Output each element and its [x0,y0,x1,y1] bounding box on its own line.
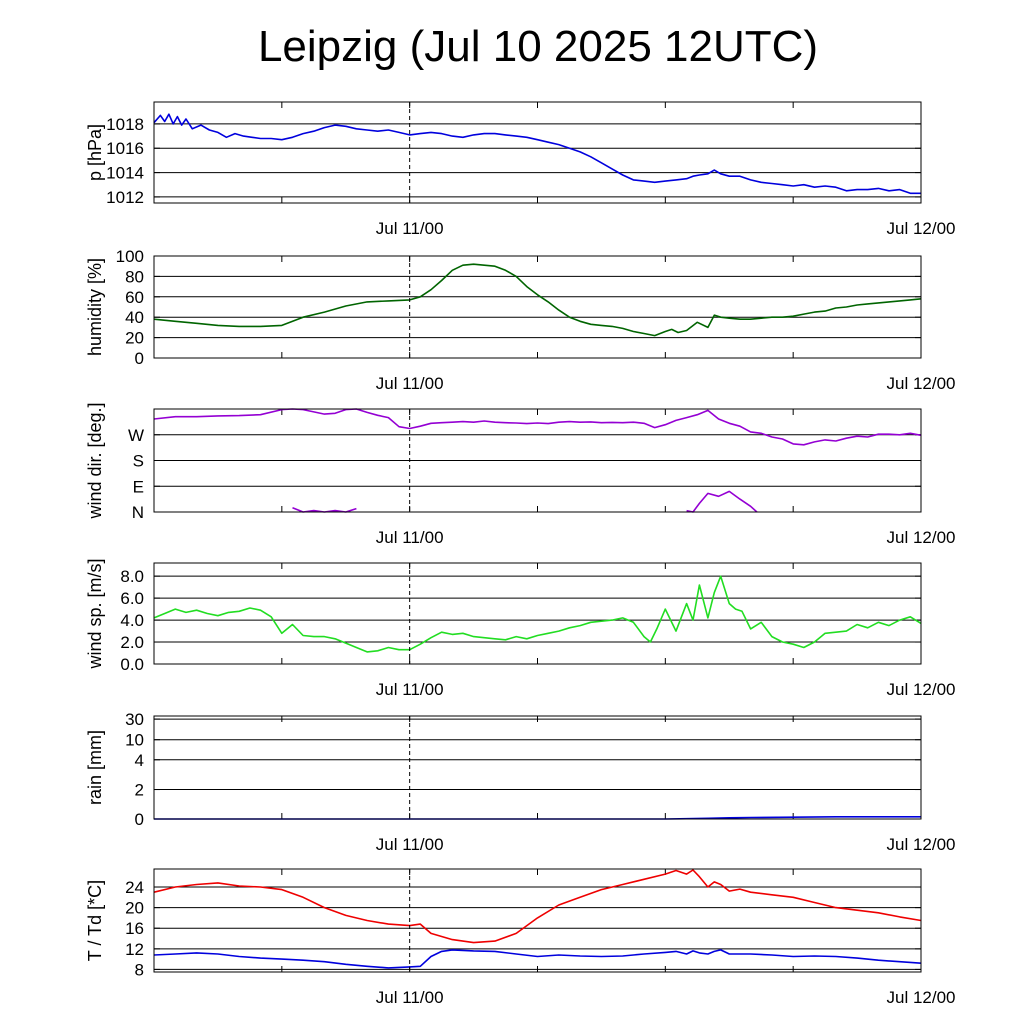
x-tick-label: Jul 11/00 [376,219,444,238]
y-tick-label: 1012 [106,188,144,207]
plot-frame [153,868,922,973]
y-tick-label: 16 [125,919,144,938]
y-tick-label: 6.0 [120,589,144,608]
y-tick-label: 12 [125,940,144,959]
x-tick-label: Jul 12/00 [887,680,956,699]
x-tick-label: Jul 11/00 [376,528,444,547]
y-tick-label: 60 [125,288,144,307]
y-tick-label: 0.0 [120,655,144,674]
y-tick-label: 1018 [106,115,144,134]
series-line-t [153,869,922,944]
y-tick-label: N [132,503,144,522]
y-tick-label: 80 [125,267,144,286]
y-tick-label: 2.0 [120,633,144,652]
y-axis-label: rain [mm] [85,730,105,805]
plot-frame [153,255,922,359]
panel-4: 0.0 2.0 4.0 6.0 8.0 Jul 11/00 Jul 12/00 wind sp… [85,558,956,699]
y-axis-label: T / Td [*C] [85,880,105,961]
x-tick-label: Jul 12/00 [887,374,956,393]
y-tick-label: 1014 [106,164,144,183]
y-tick-label: 1016 [106,139,144,158]
series-line-1 [153,263,922,337]
y-tick-label: 30 [125,710,144,729]
y-tick-label: 24 [125,878,144,897]
y-tick-label: 2 [135,781,144,800]
x-tick-label: Jul 12/00 [887,835,956,854]
plot-frame [153,408,922,513]
y-tick-label: 4.0 [120,611,144,630]
y-tick-label: 0 [135,810,144,829]
y-tick-label: 40 [125,308,144,327]
y-tick-label: 8.0 [120,567,144,586]
y-tick-label: 4 [135,751,144,770]
y-tick-label: E [133,477,144,496]
y-axis-label: humidity [%] [85,258,105,356]
y-axis-label: p [hPa] [85,124,105,181]
y-tick-label: 0 [135,349,144,368]
series-line-td [153,949,922,969]
x-tick-label: Jul 12/00 [887,528,956,547]
y-tick-label: 100 [116,247,144,266]
panel-5: 0 2 410 30 Jul 11/00 Jul 12/00 rain [mm] [85,710,956,854]
series-line-2 [292,506,357,513]
series-line-1 [153,408,922,446]
y-tick-label: 20 [125,329,144,348]
chart-title: Leipzig (Jul 10 2025 12UTC) [257,22,819,71]
y-tick-label: S [133,452,144,471]
y-tick-label: W [128,426,144,445]
panel-1: 1012 1014 1016 1018 Jul 11/00 Jul 12/00 p [hPa… [85,101,956,238]
series-line-1 [153,113,921,195]
plot-frame [153,562,922,665]
y-axis-label: wind dir. [deg.] [85,402,105,519]
x-tick-label: Jul 11/00 [376,988,444,1007]
series-line-3 [686,490,758,513]
x-tick-label: Jul 11/00 [376,680,444,699]
x-tick-label: Jul 12/00 [887,219,956,238]
y-axis-label: wind sp. [m/s] [85,558,105,669]
y-tick-label: 10 [125,731,144,750]
plot-frame [153,101,922,204]
y-tick-label: 8 [135,960,144,979]
plot-frame [153,715,922,820]
x-tick-label: Jul 11/00 [376,835,444,854]
x-tick-label: Jul 11/00 [376,374,444,393]
series-line-1 [153,575,922,653]
y-tick-label: 20 [125,899,144,918]
x-tick-label: Jul 12/00 [887,988,956,1007]
